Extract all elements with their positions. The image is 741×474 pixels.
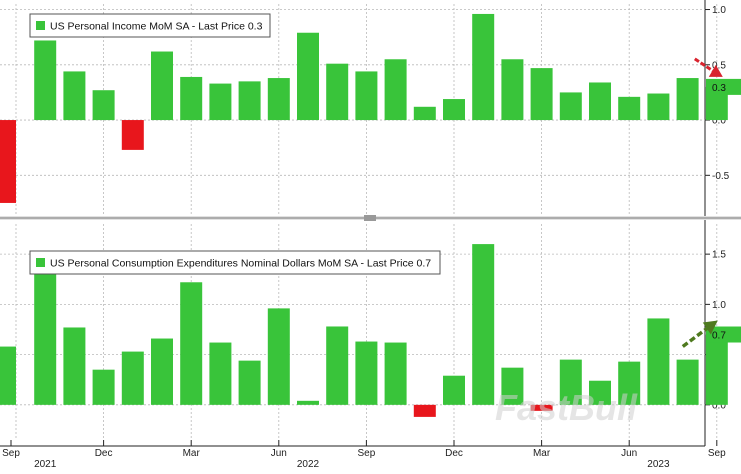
panel-1: 1.0 0.5 0.0 -0.5 0.3 US Personal Income MoM S… (0, 4, 741, 214)
x-year-label: 2022 (297, 459, 320, 469)
bar-oct-2022 (384, 59, 407, 121)
bar-sep-2021 (0, 346, 16, 405)
legend-label: US Personal Consumption Expenditures Nom… (50, 258, 431, 270)
arrow-down-icon (693, 57, 723, 77)
bar-may-2023 (589, 82, 611, 121)
arrow-up-icon (681, 320, 718, 348)
bar-jun-2022 (267, 308, 290, 405)
bar-jun-2023 (618, 361, 641, 405)
bar-feb-2023 (501, 367, 524, 405)
bar-sep-2022 (355, 71, 378, 121)
bar-apr-2022 (209, 342, 232, 405)
y-tick-label: 0.5 (712, 60, 726, 71)
y-tick-label: 0.0 (712, 400, 726, 411)
legend-box (29, 250, 441, 275)
legend-swatch (36, 21, 45, 30)
bar-nov-2022 (413, 106, 436, 121)
x-year-label: 2021 (34, 459, 57, 469)
x-tick-label: Mar (183, 448, 201, 459)
bar-dec-2022 (443, 99, 465, 121)
bar-jul-2022 (297, 32, 319, 121)
arrow-head (702, 320, 718, 335)
y-tick-label: 1.0 (712, 300, 726, 311)
bar-oct-2021 (34, 272, 57, 405)
bar-mar-2022 (180, 282, 203, 405)
bar-jul-2023 (647, 318, 670, 405)
bar-dec-2021 (92, 90, 115, 121)
bar-dec-2021 (92, 369, 115, 405)
y-tick-label: 1.0 (712, 5, 726, 16)
y-tick-label: 0.0 (712, 116, 726, 127)
bar-jan-2023 (472, 13, 495, 121)
bar-apr-2023 (559, 92, 582, 121)
y-tick-label: -0.5 (712, 171, 730, 182)
last-price-box (706, 78, 741, 95)
panel-2: 1.51.00.50.00.7US Personal Consumption E… (0, 224, 741, 440)
legend-box (29, 13, 271, 38)
bar-jan-2023 (472, 244, 495, 405)
x-tick-label: Jun (621, 448, 637, 459)
bar-mar-2023 (530, 404, 553, 411)
bar-dec-2022 (443, 375, 465, 405)
bar-feb-2022 (151, 51, 173, 121)
bar-aug-2023 (676, 359, 699, 405)
last-price-box (706, 326, 741, 343)
bar-jul-2023 (647, 93, 670, 121)
x-tick-label: Sep (708, 448, 726, 459)
arrow-shaft (681, 327, 708, 348)
last-price-label: 0.7 (712, 331, 726, 342)
bar-sep-2021 (0, 120, 16, 203)
bar-sep-2022 (355, 341, 378, 405)
bar-mar-2022 (180, 76, 203, 121)
bar-may-2023 (589, 380, 611, 405)
bar-jun-2022 (267, 78, 290, 121)
bar-apr-2023 (559, 359, 582, 405)
bar-nov-2022 (413, 404, 436, 417)
x-tick-label: Mar (533, 448, 551, 459)
bar-feb-2022 (151, 338, 173, 405)
bar-feb-2023 (501, 59, 524, 121)
bar-jan-2022 (121, 120, 144, 150)
y-tick-label: 1.5 (712, 250, 726, 261)
bar-aug-2022 (326, 326, 349, 405)
bar-may-2022 (238, 360, 261, 405)
bar-aug-2022 (326, 63, 349, 121)
arrow-shaft (693, 57, 714, 73)
watermark-logo: FastBull (495, 387, 638, 428)
x-tick-label: Jun (271, 448, 287, 459)
x-tick-label: Sep (2, 448, 20, 459)
legend-swatch (36, 258, 45, 267)
bar-sep-2023 (705, 334, 728, 405)
arrow-head (708, 64, 723, 77)
x-year-label: 2023 (647, 459, 670, 469)
bar-jun-2023 (618, 96, 641, 121)
bar-nov-2021 (63, 327, 86, 405)
bar-jul-2022 (297, 400, 319, 405)
bar-mar-2023 (530, 68, 553, 121)
bar-apr-2022 (209, 83, 232, 121)
x-tick-label: Dec (445, 448, 463, 459)
bar-oct-2022 (384, 342, 407, 405)
x-tick-label: Sep (358, 448, 376, 459)
bar-jan-2022 (121, 351, 144, 405)
bar-oct-2021 (34, 40, 57, 121)
bar-nov-2021 (63, 71, 86, 121)
legend-label: US Personal Income MoM SA - Last Price 0… (50, 21, 263, 33)
last-price-label: 0.3 (712, 83, 726, 94)
bar-may-2022 (238, 81, 261, 121)
bar-aug-2023 (676, 78, 699, 121)
x-tick-label: Dec (95, 448, 113, 459)
bar-sep-2023 (705, 86, 728, 121)
panel-resize-handle (364, 215, 376, 221)
